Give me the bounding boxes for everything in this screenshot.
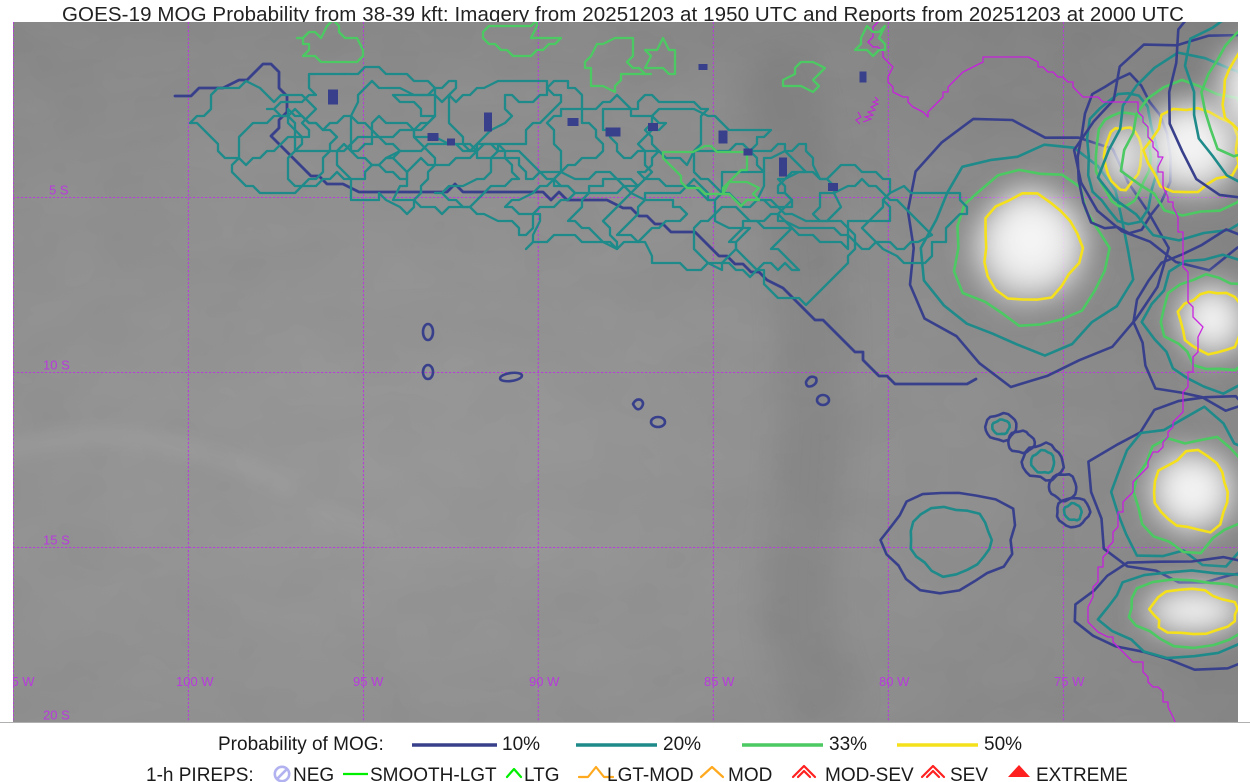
svg-text:10%: 10%	[502, 734, 540, 755]
svg-text:105 W: 105 W	[13, 674, 35, 689]
svg-text:SEV: SEV	[950, 765, 988, 782]
svg-text:15 S: 15 S	[43, 533, 70, 548]
svg-text:95 W: 95 W	[353, 674, 384, 689]
svg-text:EXTREME: EXTREME	[1036, 765, 1128, 782]
svg-text:5 S: 5 S	[49, 183, 69, 198]
svg-text:10 S: 10 S	[43, 358, 70, 373]
svg-text:85 W: 85 W	[704, 674, 735, 689]
svg-text:MOD-SEV: MOD-SEV	[825, 765, 914, 782]
svg-text:33%: 33%	[829, 734, 867, 755]
svg-text:NEG: NEG	[293, 765, 334, 782]
svg-text:75 W: 75 W	[1054, 674, 1085, 689]
svg-text:80 W: 80 W	[879, 674, 910, 689]
svg-text:100 W: 100 W	[176, 674, 214, 689]
svg-text:LGT-MOD: LGT-MOD	[607, 765, 694, 782]
svg-text:MOD: MOD	[728, 765, 772, 782]
svg-text:SMOOTH-LGT: SMOOTH-LGT	[370, 765, 497, 782]
svg-text:1-h PIREPS:: 1-h PIREPS:	[146, 765, 254, 782]
svg-text:20%: 20%	[663, 734, 701, 755]
svg-text:90 W: 90 W	[529, 674, 560, 689]
svg-text:LTG: LTG	[524, 765, 560, 782]
svg-text:Probability of MOG:: Probability of MOG:	[218, 734, 384, 755]
svg-text:20 S: 20 S	[43, 708, 70, 723]
svg-text:50%: 50%	[984, 734, 1022, 755]
